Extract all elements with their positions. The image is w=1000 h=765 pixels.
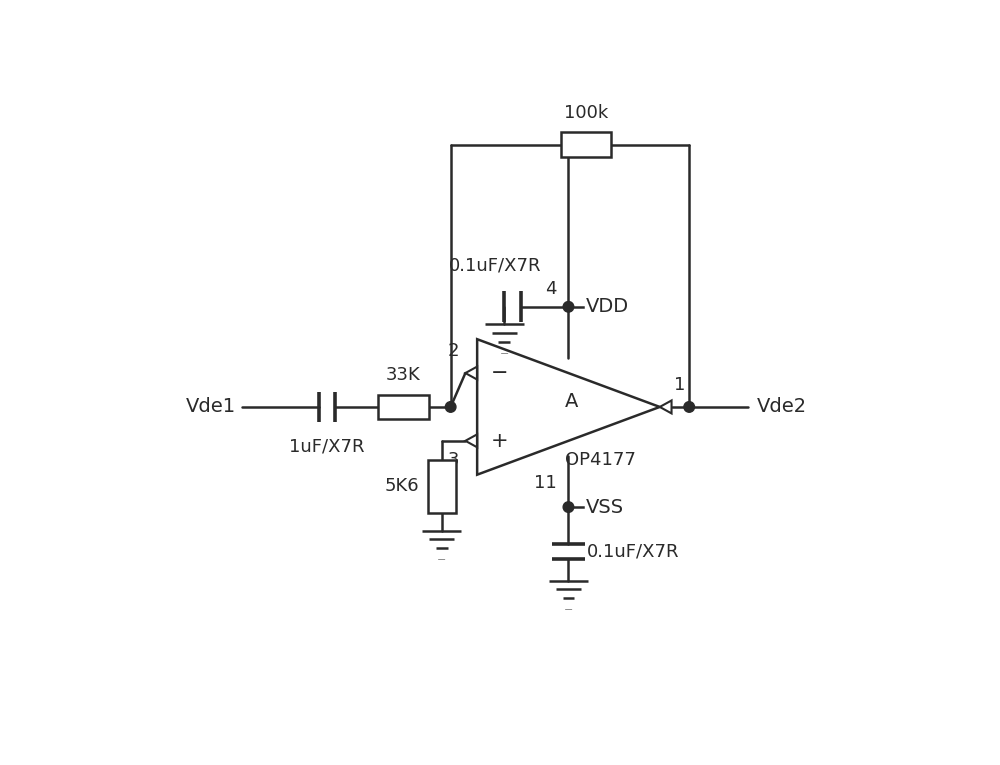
Text: Vde1: Vde1 xyxy=(186,398,236,416)
Text: 0.1uF/X7R: 0.1uF/X7R xyxy=(449,256,541,275)
Circle shape xyxy=(563,301,574,312)
Text: 33K: 33K xyxy=(386,366,421,384)
Text: Vde2: Vde2 xyxy=(757,398,807,416)
Text: OP4177: OP4177 xyxy=(565,451,636,469)
Text: 5K6: 5K6 xyxy=(384,477,419,496)
Text: A: A xyxy=(565,392,578,411)
Bar xyxy=(428,460,456,513)
Text: 2: 2 xyxy=(448,342,459,360)
Text: 1uF/X7R: 1uF/X7R xyxy=(289,438,365,456)
Text: 3: 3 xyxy=(448,451,459,470)
Text: VSS: VSS xyxy=(586,497,624,516)
Text: 0.1uF/X7R: 0.1uF/X7R xyxy=(587,542,680,560)
Circle shape xyxy=(563,502,574,513)
Text: 1: 1 xyxy=(674,376,686,394)
Circle shape xyxy=(684,402,695,412)
Text: 11: 11 xyxy=(534,474,557,493)
Text: −: − xyxy=(437,555,447,565)
Text: −: − xyxy=(564,605,573,615)
Text: +: + xyxy=(491,431,508,451)
Text: VDD: VDD xyxy=(586,298,629,316)
Text: 100k: 100k xyxy=(564,104,608,122)
Bar xyxy=(561,132,611,157)
Text: −: − xyxy=(500,349,509,359)
Text: −: − xyxy=(491,363,508,383)
Circle shape xyxy=(445,402,456,412)
Bar xyxy=(378,395,429,419)
Text: 4: 4 xyxy=(545,280,557,298)
